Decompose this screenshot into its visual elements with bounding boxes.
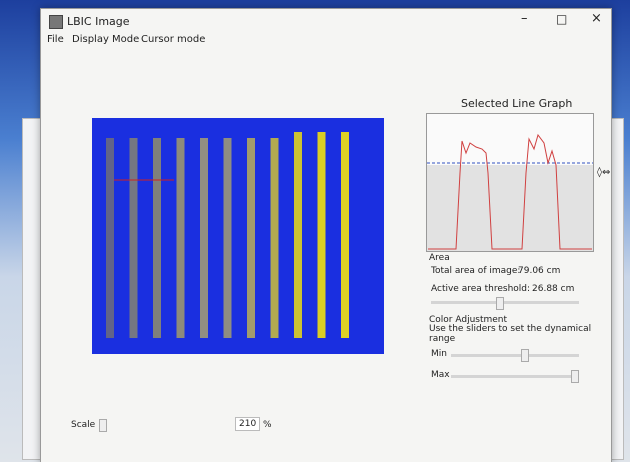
threshold-value: 26.88 cm: [532, 284, 575, 294]
scale-input[interactable]: 210: [235, 417, 261, 431]
max-slider[interactable]: [451, 375, 579, 378]
scale-unit: %: [263, 420, 272, 430]
lbic-image: [92, 118, 384, 354]
slider-knob[interactable]: [521, 349, 529, 362]
line-graph: [426, 113, 594, 252]
splitter-handle[interactable]: ◊⇔: [597, 167, 611, 178]
menu-item[interactable]: Display Mode: [72, 34, 140, 45]
threshold-slider[interactable]: [431, 301, 579, 304]
maximize-button[interactable]: □: [556, 12, 568, 26]
area-heading: Area: [429, 253, 450, 263]
graph-title: Selected Line Graph: [461, 97, 573, 110]
total-area-value: 79.06 cm: [518, 266, 561, 276]
cell-stripe: [270, 138, 279, 338]
close-button[interactable]: ×: [591, 11, 602, 26]
app-icon: [49, 15, 63, 29]
total-area-label: Total area of image:: [431, 266, 521, 276]
window-title: LBIC Image: [67, 15, 130, 28]
menu-item[interactable]: Cursor mode: [141, 34, 206, 45]
max-label: Max: [431, 370, 450, 380]
menu-item[interactable]: File: [47, 34, 64, 45]
cell-stripe: [106, 138, 114, 338]
cell-stripe: [341, 132, 349, 338]
cell-stripe: [317, 132, 326, 338]
app-window: LBIC Image – □ × File Display Mode Curso…: [40, 8, 612, 462]
cell-stripe: [176, 138, 185, 338]
cell-stripe: [153, 138, 161, 338]
color-heading: Color Adjustment: [429, 315, 508, 325]
color-hint: Use the sliders to set the dynamical ran…: [429, 324, 592, 344]
min-slider[interactable]: [451, 354, 579, 357]
minimize-button[interactable]: –: [521, 11, 528, 26]
scale-slider[interactable]: [99, 419, 107, 432]
cell-stripe: [129, 138, 138, 338]
slider-knob[interactable]: [571, 370, 579, 383]
cell-stripe: [294, 132, 302, 338]
slider-knob[interactable]: [496, 297, 504, 310]
threshold-label: Active area threshold:: [431, 284, 531, 294]
cell-stripe: [200, 138, 208, 338]
scale-label: Scale: [71, 420, 96, 430]
min-label: Min: [431, 349, 447, 359]
cell-stripe: [223, 138, 232, 338]
cell-stripe: [247, 138, 255, 338]
